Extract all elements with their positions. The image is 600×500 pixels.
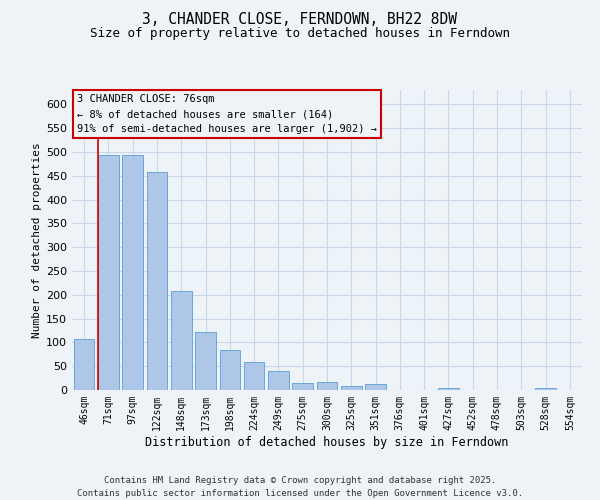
Bar (122, 155, 143, 390)
Bar (98, 155, 119, 390)
Bar (146, 172, 167, 390)
Text: 3, CHANDER CLOSE, FERNDOWN, BH22 8DW: 3, CHANDER CLOSE, FERNDOWN, BH22 8DW (143, 12, 458, 28)
Bar (317, 382, 337, 390)
Bar (341, 386, 362, 390)
Bar (171, 291, 191, 390)
Bar (535, 388, 556, 390)
Text: Contains HM Land Registry data © Crown copyright and database right 2025.
Contai: Contains HM Land Registry data © Crown c… (77, 476, 523, 498)
Bar (195, 332, 216, 390)
Bar (292, 383, 313, 390)
X-axis label: Distribution of detached houses by size in Ferndown: Distribution of detached houses by size … (145, 436, 509, 448)
Bar (365, 384, 386, 390)
Y-axis label: Number of detached properties: Number of detached properties (32, 142, 42, 338)
Text: 3 CHANDER CLOSE: 76sqm
← 8% of detached houses are smaller (164)
91% of semi-det: 3 CHANDER CLOSE: 76sqm ← 8% of detached … (77, 94, 377, 134)
Text: Size of property relative to detached houses in Ferndown: Size of property relative to detached ho… (90, 28, 510, 40)
Bar (268, 371, 289, 390)
Bar (74, 339, 94, 390)
Bar (244, 362, 265, 390)
Bar (220, 350, 240, 390)
Bar (438, 388, 459, 390)
